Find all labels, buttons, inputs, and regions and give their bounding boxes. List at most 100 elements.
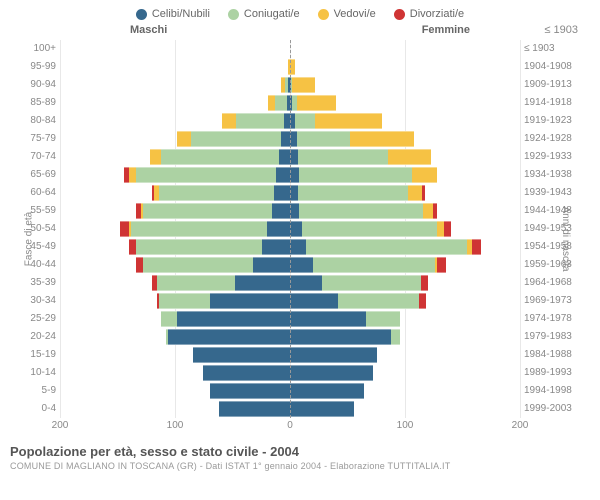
- bar-female: [290, 77, 315, 93]
- bar-male: [166, 329, 290, 345]
- segment: [193, 347, 290, 363]
- header-male: Maschi: [130, 24, 167, 36]
- segment: [422, 185, 424, 201]
- segment: [290, 401, 354, 417]
- segment: [290, 185, 298, 201]
- birth-year-label: 1929-1933: [524, 151, 582, 162]
- segment: [236, 113, 284, 129]
- legend-item: Celibi/Nubili: [136, 8, 210, 20]
- legend-swatch: [228, 9, 239, 20]
- segment: [131, 221, 267, 237]
- bar-male: [136, 257, 290, 273]
- bar-female: [290, 347, 377, 363]
- segment: [290, 203, 299, 219]
- legend: Celibi/NubiliConiugati/eVedovi/eDivorzia…: [0, 0, 600, 24]
- segment: [322, 275, 421, 291]
- age-label: 15-19: [18, 349, 56, 360]
- segment: [272, 203, 290, 219]
- segment: [120, 221, 129, 237]
- population-pyramid: Celibi/NubiliConiugati/eVedovi/eDivorzia…: [0, 0, 600, 500]
- segment: [267, 221, 290, 237]
- segment: [299, 203, 423, 219]
- segment: [290, 347, 377, 363]
- footer-title: Popolazione per età, sesso e stato civil…: [10, 444, 590, 459]
- birth-year-label: 1954-1958: [524, 241, 582, 252]
- gridline: [520, 40, 521, 418]
- birth-year-label: 1949-1953: [524, 223, 582, 234]
- segment: [222, 113, 236, 129]
- bar-female: [290, 203, 437, 219]
- segment: [210, 293, 291, 309]
- age-label: 100+: [18, 43, 56, 54]
- segment: [168, 329, 290, 345]
- segment: [143, 257, 253, 273]
- age-label: 80-84: [18, 115, 56, 126]
- bar-female: [290, 293, 426, 309]
- segment: [437, 221, 444, 237]
- age-label: 10-14: [18, 367, 56, 378]
- segment: [290, 275, 322, 291]
- bar-female: [290, 113, 382, 129]
- bar-male: [152, 185, 290, 201]
- header-year-top: ≤ 1903: [544, 24, 578, 36]
- age-label: 95-99: [18, 61, 56, 72]
- segment: [268, 95, 275, 111]
- legend-swatch: [318, 9, 329, 20]
- bar-male: [152, 275, 290, 291]
- segment: [388, 149, 432, 165]
- column-headers: Maschi Femmine ≤ 1903: [0, 24, 600, 40]
- segment: [472, 239, 481, 255]
- segment: [177, 311, 290, 327]
- age-label: 65-69: [18, 169, 56, 180]
- bar-male: [219, 401, 290, 417]
- legend-item: Coniugati/e: [228, 8, 300, 20]
- segment: [290, 239, 306, 255]
- birth-year-label: ≤ 1903: [524, 43, 582, 54]
- age-label: 40-44: [18, 259, 56, 270]
- bar-female: [290, 239, 481, 255]
- birth-year-label: 1944-1948: [524, 205, 582, 216]
- segment: [279, 149, 291, 165]
- bar-male: [136, 203, 290, 219]
- segment: [129, 239, 136, 255]
- bar-female: [290, 167, 437, 183]
- age-label: 55-59: [18, 205, 56, 216]
- bar-male: [177, 131, 290, 147]
- segment: [157, 275, 235, 291]
- x-tick-label: 200: [512, 420, 529, 431]
- birth-year-label: 1999-2003: [524, 403, 582, 414]
- legend-item: Vedovi/e: [318, 8, 376, 20]
- age-label: 25-29: [18, 313, 56, 324]
- age-label: 45-49: [18, 241, 56, 252]
- birth-year-label: 1909-1913: [524, 79, 582, 90]
- birth-year-label: 1924-1928: [524, 133, 582, 144]
- bar-male: [120, 221, 290, 237]
- segment: [297, 131, 350, 147]
- bar-female: [290, 383, 364, 399]
- x-tick-label: 100: [397, 420, 414, 431]
- segment: [159, 293, 210, 309]
- bar-male: [268, 95, 290, 111]
- footer-subtitle: COMUNE DI MAGLIANO IN TOSCANA (GR) - Dat…: [10, 461, 590, 471]
- birth-year-label: 1959-1963: [524, 259, 582, 270]
- segment: [150, 149, 162, 165]
- segment: [350, 131, 414, 147]
- birth-year-label: 1974-1978: [524, 313, 582, 324]
- center-line: [290, 40, 291, 418]
- segment: [203, 365, 290, 381]
- segment: [366, 311, 401, 327]
- segment: [281, 131, 290, 147]
- segment: [290, 221, 302, 237]
- x-tick-label: 100: [167, 420, 184, 431]
- birth-year-label: 1969-1973: [524, 295, 582, 306]
- bar-female: [290, 257, 446, 273]
- rows-container: 100+≤ 190395-991904-190890-941909-191385…: [60, 40, 520, 418]
- segment: [423, 203, 432, 219]
- segment: [299, 167, 412, 183]
- segment: [292, 77, 315, 93]
- bar-male: [210, 383, 291, 399]
- bar-female: [290, 149, 431, 165]
- segment: [177, 131, 191, 147]
- age-label: 60-64: [18, 187, 56, 198]
- segment: [444, 221, 451, 237]
